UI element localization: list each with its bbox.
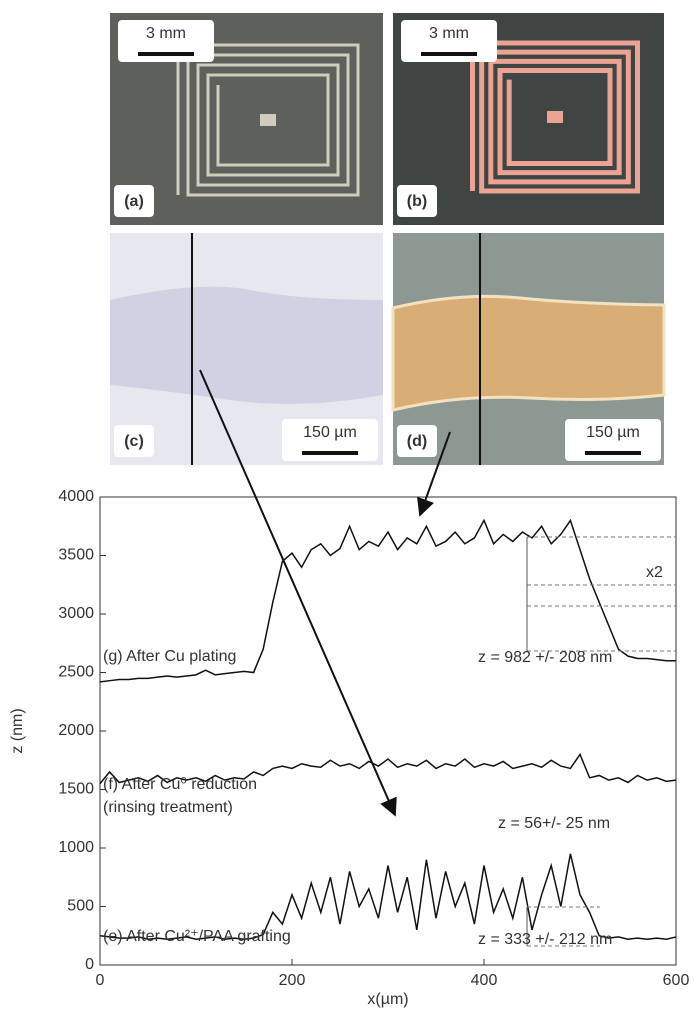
y-tick-label: 0: [85, 956, 94, 973]
scale-label: 150 µm: [303, 424, 357, 441]
x-tick-label: 0: [96, 972, 105, 989]
scale-label: 150 µm: [586, 424, 640, 441]
annotation: x2: [646, 564, 663, 581]
y-tick-label: 1500: [58, 781, 94, 798]
panel-label: (c): [124, 433, 144, 450]
photos: [110, 13, 666, 465]
profile-line: [99, 853, 677, 941]
annotation: (f) After Cu⁰ reduction: [103, 776, 257, 793]
y-axis-label: z (nm): [9, 708, 26, 753]
coil-pad: [547, 111, 563, 123]
x-tick-label: 200: [279, 972, 306, 989]
panel-label-box: [397, 185, 437, 217]
panel-label: (d): [407, 433, 427, 450]
x-tick-label: 600: [663, 972, 690, 989]
panel-label-box: [114, 425, 154, 457]
y-tick-label: 2500: [58, 664, 94, 681]
scale-label: 3 mm: [146, 25, 186, 42]
profile-line: [99, 518, 676, 683]
panel-label-box: [114, 185, 154, 217]
annotation: z = 56+/- 25 nm: [498, 815, 610, 832]
annotation: z = 982 +/- 208 nm: [478, 649, 612, 666]
coil-pad: [260, 114, 276, 126]
arrow: [199, 369, 397, 817]
profile-line: [99, 752, 677, 785]
annotation: (rinsing treatment): [103, 799, 233, 816]
track-c: [110, 286, 383, 404]
panel-label: (b): [407, 193, 427, 210]
track-d: [391, 294, 666, 412]
arrow: [417, 431, 451, 517]
spiral-coil: [176, 43, 360, 197]
scale-box: [282, 419, 378, 461]
panel-label: (a): [124, 193, 144, 210]
y-tick-label: 500: [67, 898, 94, 915]
scale-box: [565, 419, 661, 461]
x-tick-label: 400: [471, 972, 498, 989]
scale-box: [401, 20, 497, 62]
x-axis-label: x(µm): [367, 991, 408, 1008]
annotation: (e) After Cu²⁺/PAA grafting: [103, 928, 291, 945]
scale-box: [118, 20, 214, 62]
annotation: z = 333 +/- 212 nm: [478, 931, 612, 948]
y-tick-label: 2000: [58, 722, 94, 739]
y-tick-label: 3500: [58, 547, 94, 564]
scale-label: 3 mm: [429, 25, 469, 42]
y-tick-label: 1000: [58, 839, 94, 856]
annotation: (g) After Cu plating: [103, 648, 236, 665]
plot-frame: [99, 496, 677, 966]
y-tick-label: 3000: [58, 605, 94, 622]
y-tick-label: 4000: [58, 488, 94, 505]
panel-label-box: [397, 425, 437, 457]
spiral-coil: [470, 40, 640, 194]
